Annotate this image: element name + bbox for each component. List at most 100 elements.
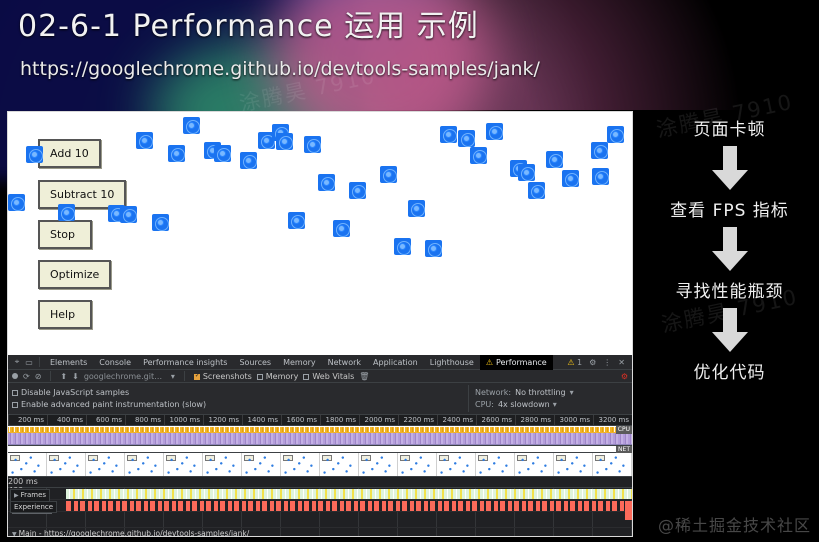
experience-track[interactable]: Experience: [8, 500, 632, 520]
divider: [39, 357, 40, 367]
optimize-button[interactable]: Optimize: [38, 260, 112, 289]
advanced-paint-checkbox[interactable]: Enable advanced paint instrumentation (s…: [12, 400, 468, 409]
close-icon[interactable]: ✕: [618, 357, 625, 367]
filmstrip-frame[interactable]: [47, 453, 86, 476]
arrow-down-icon: [711, 227, 748, 271]
chrome-logo-icon: [8, 194, 25, 211]
tab-performance[interactable]: ⚠ Performance: [479, 354, 553, 370]
chrome-logo-icon: [136, 132, 153, 149]
warning-triangle-icon: ⚠: [567, 357, 575, 367]
tab-memory[interactable]: Memory: [283, 357, 316, 367]
inspect-element-icon[interactable]: ⌖: [14, 357, 20, 366]
filmstrip-frame[interactable]: [320, 453, 359, 476]
filmstrip-frame[interactable]: [476, 453, 515, 476]
tab-performance-insights[interactable]: Performance insights: [143, 357, 228, 367]
cpu-overview-chart[interactable]: CPU: [8, 426, 632, 446]
filmstrip-frame[interactable]: [437, 453, 476, 476]
chrome-logo-icon: [470, 147, 487, 164]
gear-icon[interactable]: ⚙: [589, 357, 597, 367]
time-tick: 3200 ms: [593, 415, 632, 426]
web-vitals-checkbox[interactable]: Web Vitals: [303, 372, 354, 381]
cpu-activity-detail: [8, 427, 632, 432]
flow-step-2: 查看 FPS 指标: [670, 201, 789, 221]
disable-js-samples-checkbox[interactable]: Disable JavaScript samples: [12, 388, 468, 397]
capture-settings-gear-icon[interactable]: ⚙: [620, 371, 628, 381]
scrollbar-thumb[interactable]: [12, 512, 52, 514]
add-10-button[interactable]: Add 10: [38, 139, 101, 168]
filmstrip-frame[interactable]: [8, 453, 47, 476]
chrome-logo-icon: [607, 126, 624, 143]
capture-settings-left: Disable JavaScript samples Enable advanc…: [12, 385, 468, 412]
filmstrip-frame[interactable]: [203, 453, 242, 476]
time-tick: 2000 ms: [359, 415, 398, 426]
chrome-logo-icon: [168, 145, 185, 162]
watermark-community: @稀土掘金技术社区: [657, 516, 811, 535]
warning-count: 1: [577, 357, 583, 367]
cpu-overview-label: CPU: [615, 426, 632, 434]
cpu-throttling-row: CPU: 4x slowdown ▾: [475, 400, 628, 409]
time-tick: 1000 ms: [164, 415, 203, 426]
help-button[interactable]: Help: [38, 300, 92, 329]
cpu-throttling-select[interactable]: 4x slowdown: [497, 400, 550, 409]
filmstrip-frame[interactable]: [398, 453, 437, 476]
filmstrip-frame[interactable]: [86, 453, 125, 476]
chevron-down-icon[interactable]: ▾: [170, 371, 175, 381]
chrome-logo-icon: [58, 204, 75, 221]
chrome-logo-icon: [546, 151, 563, 168]
reload-record-icon[interactable]: ⟳: [23, 371, 30, 381]
chevron-down-icon[interactable]: ▾: [569, 388, 574, 397]
checkbox-icon: [12, 401, 18, 408]
tab-sources[interactable]: Sources: [239, 357, 272, 367]
memory-checkbox[interactable]: Memory: [256, 372, 298, 381]
main-track[interactable]: ▼ Main - https://googlechrome.github.io/d…: [8, 528, 632, 536]
filmstrip-frame[interactable]: [242, 453, 281, 476]
frames-track[interactable]: ▶ Frames: [8, 488, 632, 502]
filmstrip-frame[interactable]: [281, 453, 320, 476]
screenshot-filmstrip[interactable]: [8, 453, 632, 477]
checkbox-icon: [303, 373, 310, 380]
chevron-down-icon[interactable]: ▾: [552, 400, 557, 409]
chevron-right-icon: ▶: [14, 492, 19, 499]
advanced-paint-label: Enable advanced paint instrumentation (s…: [21, 400, 207, 409]
trash-icon[interactable]: 🗑: [359, 371, 370, 381]
capture-settings: Disable JavaScript samples Enable advanc…: [8, 383, 632, 415]
subtract-10-button[interactable]: Subtract 10: [38, 180, 127, 209]
filmstrip-frame[interactable]: [164, 453, 203, 476]
tab-network[interactable]: Network: [327, 357, 362, 367]
record-icon[interactable]: [12, 373, 18, 379]
filmstrip-frame[interactable]: [359, 453, 398, 476]
performance-toolbar: ⟳ ⊘ ⬆ ⬇ googlechrome.github.i... ▾ Scree…: [8, 370, 632, 383]
tab-application[interactable]: Application: [373, 357, 418, 367]
arrow-down-icon: [711, 308, 748, 352]
time-tick: 2800 ms: [515, 415, 554, 426]
network-throttling-row: Network: No throttling ▾: [475, 388, 628, 397]
warning-badge[interactable]: ⚠ 1: [567, 358, 582, 367]
save-profile-icon[interactable]: ⬇: [72, 371, 79, 381]
tab-console[interactable]: Console: [99, 357, 132, 367]
stop-button[interactable]: Stop: [38, 220, 92, 249]
filmstrip-frame[interactable]: [554, 453, 593, 476]
filmstrip-frame[interactable]: [515, 453, 554, 476]
tab-elements[interactable]: Elements: [50, 357, 88, 367]
device-toolbar-icon[interactable]: ▭: [25, 357, 33, 367]
flow-step-1: 页面卡顿: [693, 120, 766, 140]
chrome-logo-icon: [380, 166, 397, 183]
chrome-logo-icon: [183, 117, 200, 134]
network-throttling-select[interactable]: No throttling: [515, 388, 566, 397]
load-profile-icon[interactable]: ⬆: [60, 371, 68, 381]
net-overview-label: NET: [616, 446, 632, 453]
kebab-menu-icon[interactable]: ⋮: [603, 357, 612, 367]
network-label: Network:: [475, 388, 512, 397]
filmstrip-frame[interactable]: [125, 453, 164, 476]
experience-track-title[interactable]: Experience: [10, 501, 58, 513]
filmstrip-frame[interactable]: [593, 453, 632, 476]
profile-select[interactable]: googlechrome.github.i...: [83, 371, 166, 381]
cpu-activity-detail-lower: [8, 433, 632, 444]
clear-icon[interactable]: ⊘: [34, 371, 42, 381]
net-overview-chart[interactable]: NET: [8, 446, 632, 453]
main-track-label[interactable]: ▼ Main - https://googlechrome.github.io/d…: [12, 528, 249, 536]
chrome-logo-icon: [458, 130, 475, 147]
screenshots-checkbox[interactable]: Screenshots: [193, 372, 252, 381]
experience-track-label: Experience: [14, 503, 54, 511]
tab-lighthouse[interactable]: Lighthouse: [429, 357, 474, 367]
